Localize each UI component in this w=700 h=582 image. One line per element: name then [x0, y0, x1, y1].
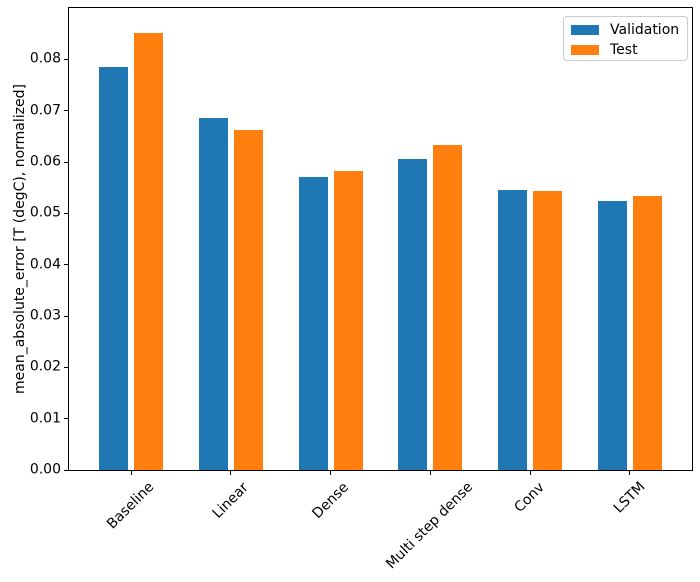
x-tick-mark — [130, 471, 132, 475]
x-tick-label-baseline: Baseline — [104, 478, 158, 533]
y-tick-label: 0.01 — [29, 410, 61, 427]
legend-label-validation: Validation — [610, 21, 680, 38]
y-tick-label: 0.05 — [29, 204, 61, 221]
y-tick-mark — [64, 212, 68, 214]
y-tick-label: 0.04 — [29, 256, 61, 273]
bar-test-lstm — [632, 196, 662, 470]
y-tick-mark — [64, 366, 68, 368]
legend-swatch-validation — [571, 25, 599, 35]
y-tick-mark — [64, 469, 68, 471]
x-tick-mark — [230, 471, 232, 475]
x-tick-mark — [330, 471, 332, 475]
x-tick-mark — [429, 471, 431, 475]
bar-test-multi-step-dense — [433, 144, 463, 470]
x-tick-label-lstm: LSTM — [610, 478, 649, 517]
x-tick-mark — [529, 471, 531, 475]
y-tick-label: 0.08 — [29, 50, 61, 67]
y-tick-mark — [64, 315, 68, 317]
y-tick-label: 0.07 — [29, 102, 61, 119]
legend-swatch-test — [571, 45, 599, 55]
y-tick-mark — [64, 418, 68, 420]
x-tick-label-multi-step-dense: Multi step dense — [383, 479, 477, 573]
y-tick-label: 0.06 — [29, 153, 61, 170]
x-tick-label-linear: Linear — [209, 479, 252, 522]
plot-area: 0.00 0.01 0.02 0.03 0.04 0.05 0.06 0.07 0.08 Base… — [30, 7, 693, 572]
y-tick-label: 0.00 — [29, 461, 61, 478]
bar-validation-dense — [298, 176, 328, 470]
bar-test-baseline — [134, 32, 164, 470]
y-axis-label: mean_absolute_error [T (degC), normalize… — [12, 84, 28, 394]
bar-validation-conv — [498, 190, 528, 470]
bar-validation-lstm — [597, 201, 627, 470]
y-tick-mark — [64, 110, 68, 112]
legend-entry-validation: Validation — [571, 20, 687, 40]
bar-validation-linear — [198, 117, 228, 470]
y-tick-label: 0.03 — [29, 307, 61, 324]
legend: Validation Test — [563, 16, 688, 61]
x-tick-label-dense: Dense — [309, 478, 352, 522]
bar-test-dense — [333, 170, 363, 470]
bar-validation-baseline — [99, 67, 129, 470]
bar-test-conv — [533, 191, 563, 470]
legend-label-test: Test — [610, 41, 638, 58]
bar-validation-multi-step-dense — [398, 158, 428, 470]
y-tick-mark — [64, 161, 68, 163]
bar-test-linear — [233, 129, 263, 470]
x-tick-mark — [629, 471, 631, 475]
y-tick-mark — [64, 58, 68, 60]
x-tick-label-conv: Conv — [511, 479, 548, 516]
y-tick-label: 0.02 — [29, 358, 61, 375]
legend-entry-test: Test — [571, 40, 687, 60]
y-tick-mark — [64, 264, 68, 266]
